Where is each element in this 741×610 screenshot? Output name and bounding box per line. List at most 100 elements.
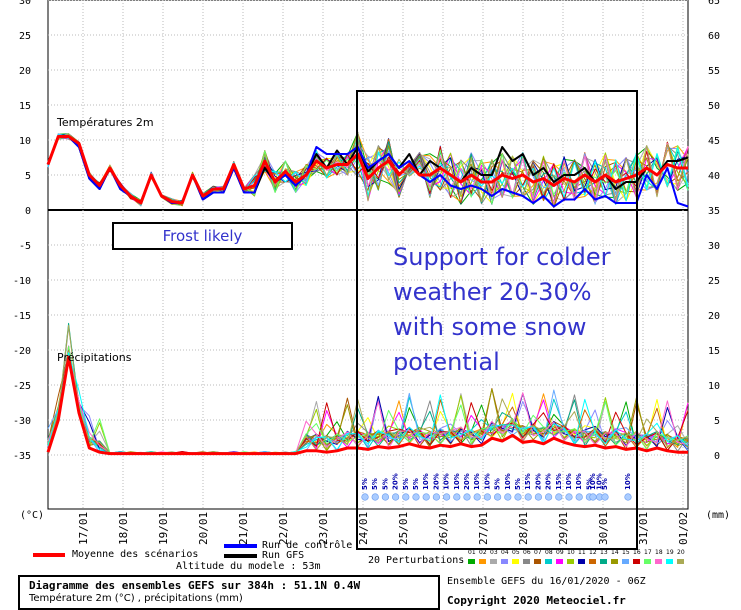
- perturbation-color-swatch: [622, 559, 629, 564]
- perturbation-color-swatch: [512, 559, 519, 564]
- x-date-label: 21/01: [237, 512, 250, 545]
- x-date-label: 17/01: [77, 512, 90, 545]
- perturbation-color-swatch: [501, 559, 508, 564]
- x-date-label: 18/01: [117, 512, 130, 545]
- x-date-label: 24/01: [357, 512, 370, 545]
- snow-percent-label: 10%: [422, 473, 430, 490]
- perturbation-color-swatch: [644, 559, 651, 564]
- precipitation-panel-label: Précipitations: [57, 351, 132, 364]
- x-date-label: 23/01: [317, 512, 330, 545]
- perturbation-color-swatch: [523, 559, 530, 564]
- snow-percent-label: 5%: [585, 478, 593, 490]
- snowflake-icon: [494, 493, 502, 501]
- snowflake-icon: [392, 493, 400, 501]
- perturbation-number: 05: [512, 549, 520, 556]
- left-tick-label: 20: [19, 66, 31, 77]
- snow-percent-label: 10%: [473, 473, 481, 490]
- snowflake-icon: [463, 493, 471, 501]
- snowflake-icon: [504, 493, 512, 501]
- right-tick-label: 0: [714, 451, 720, 462]
- snowflake-icon: [371, 493, 379, 501]
- right-tick-label: 35: [708, 206, 720, 217]
- legend-control: Run de contrôle: [262, 540, 352, 551]
- left-tick-label: 25: [19, 31, 31, 42]
- temperature-panel-label: Températures 2m: [57, 116, 154, 129]
- mean-temperature-line: [46, 135, 688, 205]
- perturbation-number: 06: [523, 549, 531, 556]
- annotation-overlay: [33, 90, 638, 558]
- plot-frame: [47, 0, 689, 510]
- perturbation-color-swatch: [677, 559, 684, 564]
- right-tick-label: 65: [708, 0, 720, 7]
- support-line-2: weather 20-30%: [393, 278, 592, 306]
- snowflake-icon: [514, 493, 522, 501]
- frost-annotation-box: Frost likely: [112, 222, 293, 250]
- mean-precip-line: [46, 355, 688, 456]
- x-date-label: 19/01: [157, 512, 170, 545]
- main-series: [46, 135, 689, 456]
- footer-box: Diagramme des ensembles GEFS sur 384h : …: [18, 575, 440, 610]
- x-axis-date-labels: 17/01 18/01 19/01 20/01 21/01 22/01 23/01 24/01…: [77, 512, 690, 545]
- snowflake-icon: [412, 493, 420, 501]
- right-tick-label: 25: [708, 276, 720, 287]
- perturbation-number: 02: [479, 549, 487, 556]
- snow-percent-label: 20%: [534, 473, 542, 490]
- left-tick-label: -15: [13, 311, 31, 322]
- perturbation-number: 16: [633, 549, 641, 556]
- right-tick-label: 5: [714, 416, 720, 427]
- perturbation-number: 08: [545, 549, 553, 556]
- snow-percent-label: 20%: [463, 473, 471, 490]
- perturbation-number: 04: [501, 549, 509, 556]
- perturbation-number: 07: [534, 549, 542, 556]
- snow-percent-label: 5%: [381, 478, 389, 490]
- perturbation-color-swatch: [633, 559, 640, 564]
- snow-percent-label: 10%: [443, 473, 451, 490]
- right-tick-label: 10: [708, 381, 720, 392]
- left-tick-label: 5: [25, 171, 31, 182]
- right-tick-label: 30: [708, 241, 720, 252]
- left-tick-label: -25: [13, 381, 31, 392]
- snow-percent-label: 10%: [589, 473, 597, 490]
- perturbation-color-swatch: [490, 559, 497, 564]
- right-tick-label: 15: [708, 346, 720, 357]
- right-tick-label: 60: [708, 31, 720, 42]
- snowflake-icon: [624, 493, 632, 501]
- right-tick-label: 40: [708, 171, 720, 182]
- right-tick-label: 20: [708, 311, 720, 322]
- snowflake-icon: [443, 493, 451, 501]
- x-date-label: 30/01: [597, 512, 610, 545]
- legend-gfs: Run GFS: [262, 550, 304, 561]
- snowflake-icon: [601, 493, 609, 501]
- x-date-label: 27/01: [477, 512, 490, 545]
- snowflake-icon: [575, 493, 583, 501]
- left-tick-label: -30: [13, 416, 31, 427]
- perturbation-color-swatch: [611, 559, 618, 564]
- x-date-label: 26/01: [437, 512, 450, 545]
- colder-support-frame: [356, 90, 638, 550]
- grid: [47, 0, 689, 510]
- snow-percent-label: 5%: [494, 478, 502, 490]
- footer-subtitle: Température 2m (°C) , précipitations (mm…: [29, 593, 243, 604]
- left-tick-label: 0: [25, 206, 31, 217]
- perturbation-number: 01: [468, 549, 476, 556]
- perturbation-color-swatch: [468, 559, 475, 564]
- perturbation-number: 14: [611, 549, 619, 556]
- perturbation-color-swatch: [556, 559, 563, 564]
- x-date-label: 22/01: [277, 512, 290, 545]
- snowflake-icon: [381, 493, 390, 501]
- snowflake-icon: [555, 493, 563, 501]
- legend-gfs-label: Run GFS: [262, 550, 305, 561]
- snow-percent-label: 5%: [601, 478, 609, 490]
- left-tick-label: -5: [19, 241, 31, 252]
- perturbation-number: 20: [677, 549, 685, 556]
- copyright: Copyright 2020 Meteociel.fr: [447, 594, 626, 607]
- snowflake-icon: [565, 493, 573, 501]
- right-tick-label: 50: [708, 101, 720, 112]
- x-date-label: 31/01: [637, 512, 650, 545]
- snowflake-icon: [534, 493, 543, 501]
- perturbation-number: 12: [589, 549, 597, 556]
- snow-percent-label: 10%: [624, 473, 632, 490]
- x-date-label: 25/01: [397, 512, 410, 545]
- perturbation-color-swatch: [567, 559, 574, 564]
